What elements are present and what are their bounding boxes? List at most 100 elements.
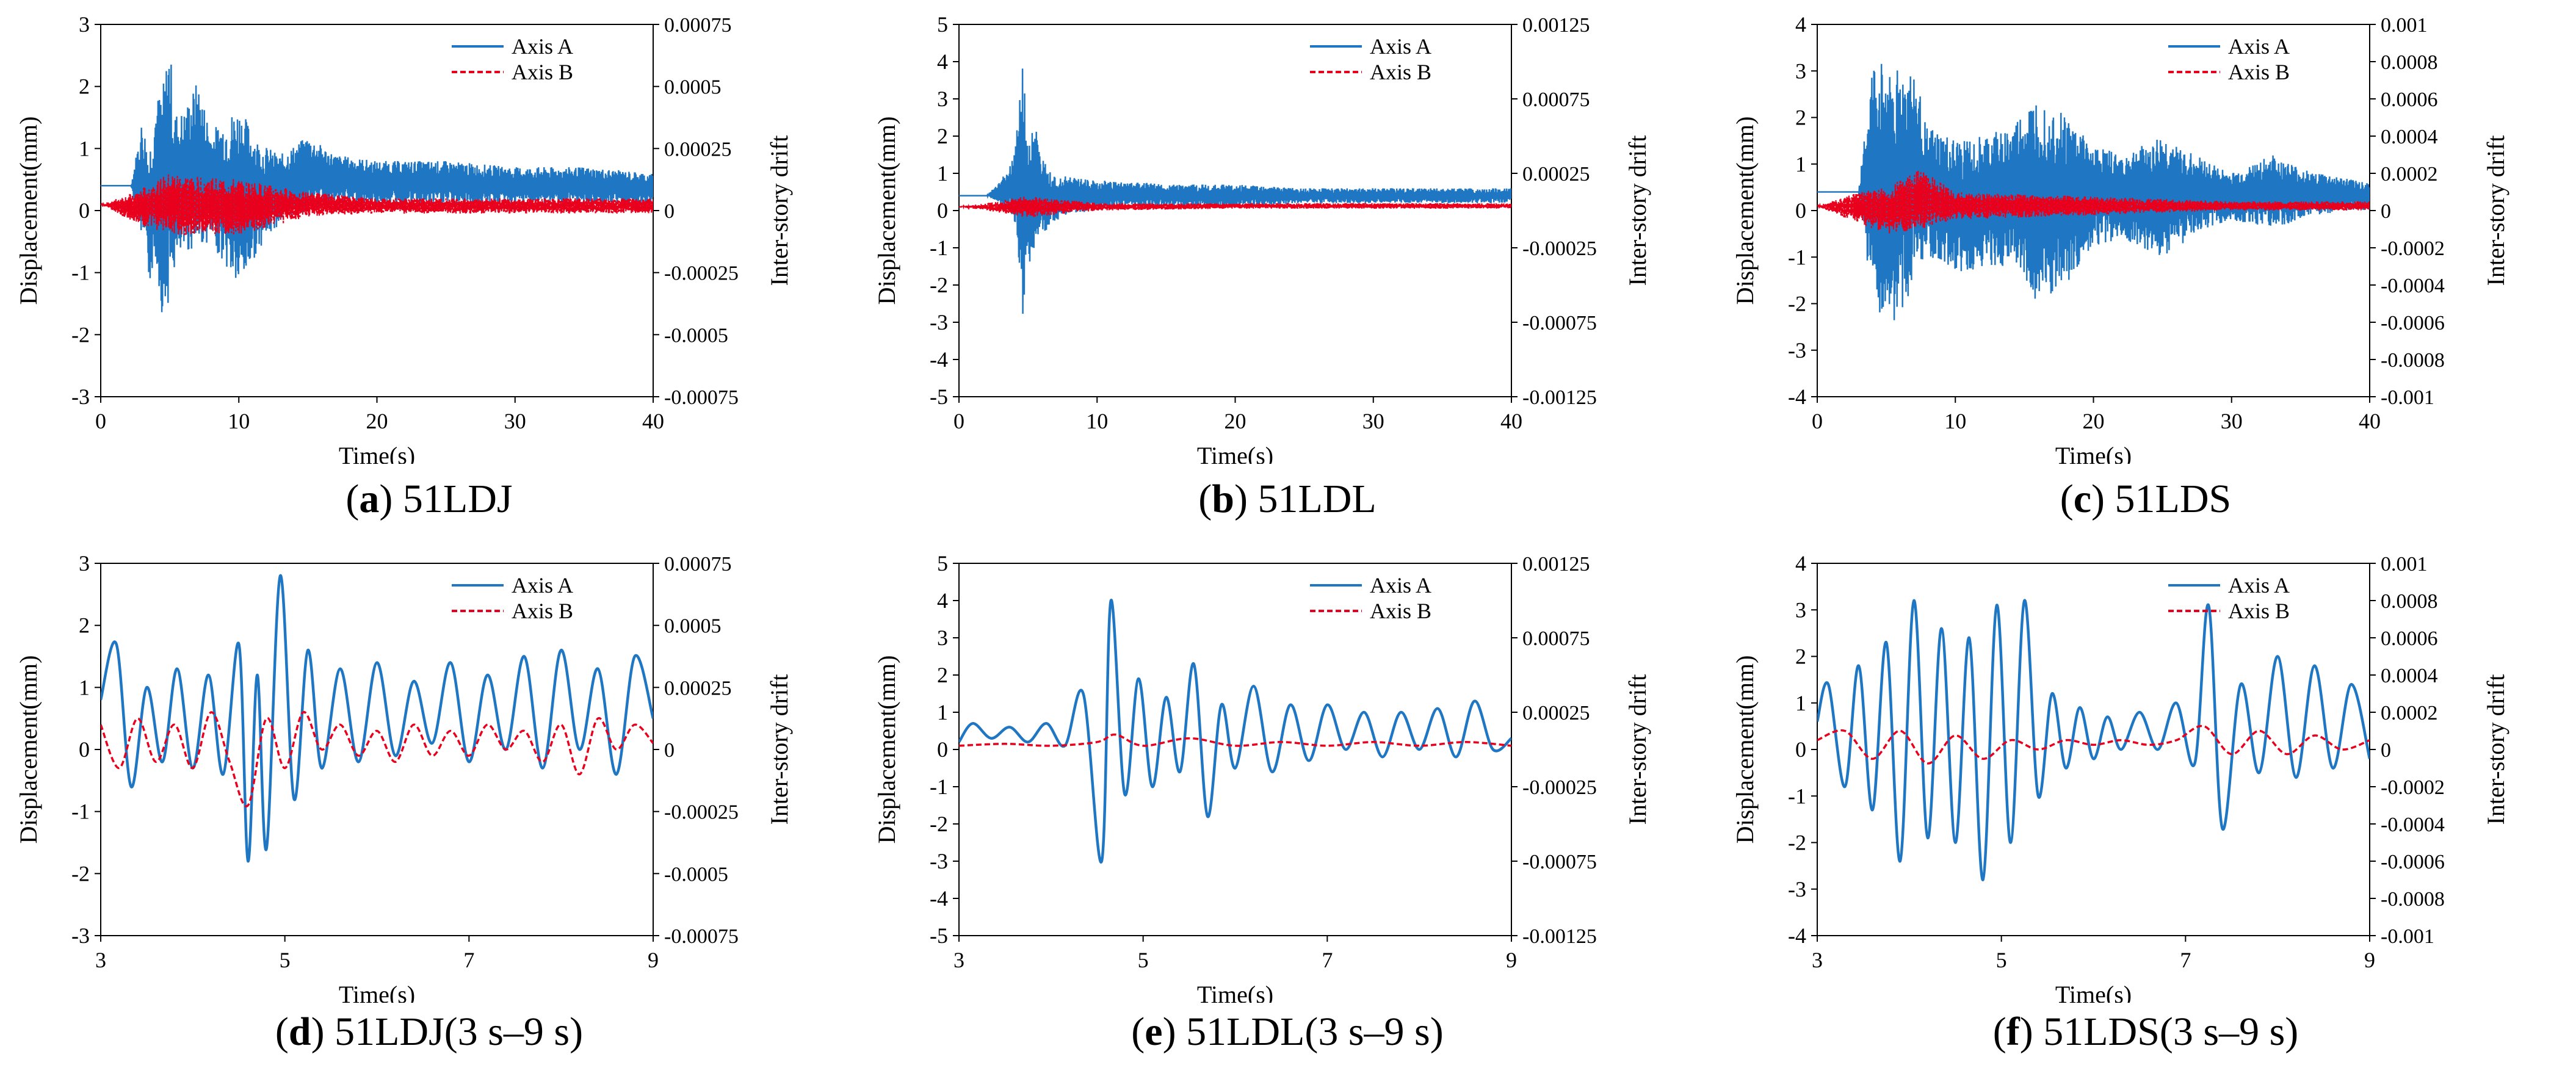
series-line (959, 68, 1511, 314)
y-tick-label: -1 (1788, 784, 1806, 808)
y2-tick-label: 0.00025 (1522, 702, 1590, 724)
x-axis-label: Time(s) (1197, 981, 1273, 1003)
y-tick-label: 0 (79, 737, 90, 762)
x-tick-label: 0 (953, 409, 964, 433)
y-tick-label: -3 (1788, 877, 1806, 901)
legend-label: Axis A (2228, 34, 2290, 59)
y-tick-label: -1 (930, 236, 948, 260)
y-tick-label: 4 (1795, 551, 1806, 576)
legend-label: Axis B (1370, 599, 1431, 623)
y2-tick-label: 0 (2381, 739, 2391, 762)
y2-tick-label: 0.0005 (664, 615, 722, 638)
legend-label: Axis A (2228, 573, 2290, 598)
x-tick-label: 0 (1812, 409, 1823, 433)
y2-tick-label: 0.00075 (664, 553, 732, 576)
y2-tick-label: 0.00125 (1522, 553, 1590, 576)
y-tick-label: 4 (937, 49, 948, 74)
y-tick-label: 3 (1795, 598, 1806, 622)
y2-tick-label: -0.0002 (2381, 237, 2445, 260)
y2-axis-label: Inter-story drift (1624, 135, 1651, 286)
y-axis-label: Displacement(mm) (15, 117, 42, 305)
series-line (101, 174, 653, 236)
y2-tick-label: -0.0005 (664, 863, 728, 886)
panel-f: 4 3 2 1 0 -1 -2 -3 -4 0.001 0.0008 0.0006 0.0004 0.00… (1717, 539, 2575, 1076)
series-axis-a (959, 68, 1511, 314)
y-axis-label: Displacement(mm) (873, 655, 900, 844)
y2-tick-label: 0.0006 (2381, 88, 2438, 111)
y2-tick-label: -0.00025 (1522, 237, 1597, 260)
y2-tick-label: -0.0005 (664, 324, 728, 347)
y2-tick-label: -0.00025 (664, 262, 739, 285)
y-tick-label: -4 (1788, 923, 1806, 948)
y2-tick-label: -0.0002 (2381, 776, 2445, 799)
x-axis-label: Time(s) (1197, 442, 1273, 464)
x-axis-label: Time(s) (2055, 442, 2132, 464)
y2-tick-label: -0.0004 (2381, 814, 2445, 836)
y2-tick-label: 0.0004 (2381, 126, 2438, 148)
y-tick-label: 1 (79, 675, 90, 699)
y2-tick-label: 0.0002 (2381, 163, 2438, 186)
y2-tick-label: -0.001 (2381, 386, 2434, 409)
y-tick-label: -2 (1788, 292, 1806, 316)
x-tick-label: 30 (2221, 409, 2243, 433)
series-axis-a (101, 64, 653, 312)
y-tick-label: 0 (937, 198, 948, 223)
x-tick-label: 9 (648, 948, 659, 972)
y-tick-label: -4 (930, 347, 948, 372)
y-tick-label: 0 (79, 198, 90, 223)
caption-letter: f (2006, 1009, 2020, 1054)
series-axis-b (1817, 724, 2370, 765)
caption-c: (c) 51LDS (2060, 477, 2232, 521)
panel-a: 3 2 1 0 -1 -2 -3 0.00075 0.0005 0.00025 0 -0.00025-… (0, 0, 858, 549)
y2-tick-label: -0.00075 (664, 925, 739, 948)
panel-e: 5 4 3 2 1 0 -1 -2 -3 -4 -5 0.00125 0.00075 0.00025 -0.… (858, 539, 1717, 1076)
x-axis-label: Time(s) (339, 442, 415, 464)
y-tick-label: -2 (930, 273, 948, 297)
x-tick-label: 9 (1506, 948, 1517, 972)
x-tick-label: 3 (95, 948, 106, 972)
y-tick-label: 3 (1795, 59, 1806, 83)
y-tick-label: -3 (930, 849, 948, 873)
caption-d: (d) 51LDJ(3 s–9 s) (275, 1009, 584, 1054)
y-axis-label: Displacement(mm) (1731, 117, 1759, 305)
x-tick-label: 5 (1996, 948, 2007, 972)
x-tick-label: 10 (1086, 409, 1108, 433)
y2-tick-label: 0 (664, 200, 675, 223)
y-tick-label: -1 (71, 800, 90, 824)
y2-tick-label: -0.00075 (1522, 312, 1597, 334)
y2-axis-label: Inter-story drift (2482, 674, 2509, 825)
panel-c: 4 3 2 1 0 -1 -2 -3 -4 0.001 0.0008 0.0006 0.0004 0.00… (1717, 0, 2575, 549)
legend-label: Axis A (512, 573, 573, 598)
y2-tick-label: 0.00125 (1522, 14, 1590, 37)
y2-axis-label: Inter-story drift (1624, 674, 1651, 825)
x-tick-label: 20 (366, 409, 388, 433)
y2-tick-label: 0 (2381, 200, 2391, 223)
y-tick-label: -1 (930, 775, 948, 799)
series-line (1817, 724, 2370, 765)
series-line (959, 733, 1511, 747)
y-axis-label: Displacement(mm) (15, 655, 42, 844)
y-tick-label: 3 (79, 551, 90, 576)
x-tick-label: 30 (504, 409, 526, 433)
y-tick-label: -2 (71, 322, 90, 347)
y-tick-label: 3 (937, 626, 948, 650)
y-tick-label: -3 (71, 923, 90, 948)
y2-tick-label: 0.00025 (1522, 163, 1590, 186)
x-tick-label: 20 (1225, 409, 1246, 433)
y2-tick-label: -0.0006 (2381, 851, 2445, 873)
y-tick-label: -2 (930, 812, 948, 836)
y2-tick-label: -0.00075 (664, 386, 739, 409)
y-tick-label: 4 (1795, 12, 1806, 37)
y-tick-label: 2 (1795, 106, 1806, 130)
series-axis-b (959, 197, 1511, 217)
y-axis-label: Displacement(mm) (873, 117, 900, 305)
x-tick-label: 5 (280, 948, 291, 972)
caption-letter: c (2073, 477, 2092, 521)
y2-tick-label: 0.00075 (1522, 88, 1590, 111)
legend-label: Axis A (512, 34, 573, 59)
legend-label: Axis B (512, 60, 573, 84)
x-tick-label: 10 (228, 409, 250, 433)
